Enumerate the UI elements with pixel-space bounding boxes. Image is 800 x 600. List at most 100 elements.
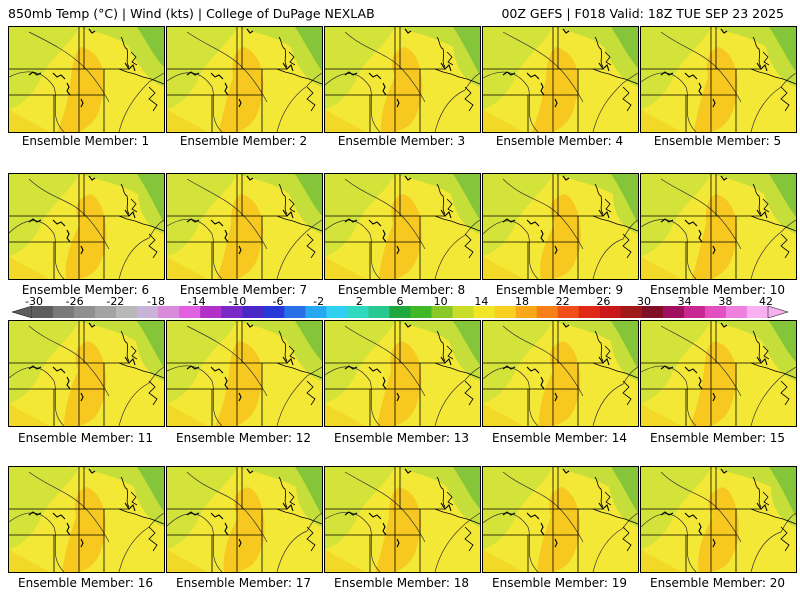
colorbar-swatch (746, 306, 769, 318)
colorbar-max-arrow (767, 306, 788, 318)
ensemble-member-label: Ensemble Member: 6 (21, 283, 150, 297)
ensemble-member-label: Ensemble Member: 2 (179, 134, 308, 148)
ensemble-panel (324, 26, 481, 133)
colorbar-swatch (221, 306, 243, 318)
colorbar-swatch (599, 306, 622, 318)
colorbar-swatch (74, 306, 96, 318)
ensemble-panel (166, 320, 323, 427)
ensemble-panel (324, 173, 481, 280)
colorbar-tick-label: 10 (433, 295, 448, 308)
ensemble-member-label: Ensemble Member: 12 (176, 431, 311, 445)
ensemble-panel (166, 466, 323, 573)
temperature-map (325, 174, 480, 279)
temperature-map (641, 174, 796, 279)
colorbar-tick-label: -22 (106, 295, 125, 308)
colorbar-tick-label: 30 (637, 295, 651, 308)
colorbar-swatch (284, 306, 306, 318)
colorbar-swatch (683, 306, 706, 318)
temperature-map (641, 27, 796, 132)
ensemble-member-label: Ensemble Member: 15 (650, 431, 785, 445)
ensemble-member-label: Ensemble Member: 8 (337, 283, 466, 297)
colorbar-swatch (410, 306, 432, 318)
colorbar-tick-label: 2 (355, 295, 363, 308)
temperature-map (167, 27, 322, 132)
ensemble-member-label: Ensemble Member: 1 (21, 134, 150, 148)
ensemble-member-label: Ensemble Member: 5 (653, 134, 782, 148)
colorbar-swatch (536, 306, 559, 318)
temperature-map (9, 321, 164, 426)
colorbar-tick-label: 26 (596, 295, 611, 308)
colorbar-swatch (179, 306, 201, 318)
temperature-map (641, 321, 796, 426)
colorbar-swatch (389, 306, 411, 318)
ensemble-panel (482, 320, 639, 427)
colorbar-tick-label: -10 (228, 295, 247, 308)
colorbar-swatch (431, 306, 453, 318)
colorbar-swatch (578, 306, 601, 318)
colorbar-swatch (641, 306, 664, 318)
temperature-colorbar (12, 306, 788, 318)
ensemble-member-label: Ensemble Member: 14 (492, 431, 627, 445)
colorbar-swatch (305, 306, 327, 318)
colorbar-swatch (662, 306, 685, 318)
colorbar-swatch (326, 306, 348, 318)
ensemble-panel (166, 173, 323, 280)
temperature-map (325, 321, 480, 426)
temperature-map (483, 321, 638, 426)
temperature-map (325, 27, 480, 132)
colorbar-swatch (473, 306, 495, 318)
ensemble-panel (482, 26, 639, 133)
colorbar-tick-label: -26 (65, 295, 84, 308)
colorbar-swatch (95, 306, 117, 318)
colorbar-swatch (515, 306, 537, 318)
ensemble-panel (8, 173, 165, 280)
temperature-map (9, 174, 164, 279)
colorbar-tick-label: -2 (313, 295, 325, 308)
temperature-map (167, 174, 322, 279)
ensemble-panel (324, 320, 481, 427)
colorbar-swatch (725, 306, 748, 318)
temperature-map (483, 27, 638, 132)
ensemble-member-label: Ensemble Member: 16 (18, 576, 153, 590)
colorbar-swatch (116, 306, 138, 318)
colorbar-swatch (158, 306, 180, 318)
colorbar-tick-label: -6 (272, 295, 284, 308)
ensemble-member-label: Ensemble Member: 13 (334, 431, 469, 445)
colorbar-tick-label: 14 (474, 295, 489, 308)
ensemble-panel (166, 26, 323, 133)
colorbar-tick-label: -18 (147, 295, 165, 308)
ensemble-panel (8, 320, 165, 427)
chart-title: 850mb Temp (°C) | Wind (kts) | College o… (8, 6, 375, 21)
ensemble-panel (482, 173, 639, 280)
ensemble-member-label: Ensemble Member: 11 (18, 431, 153, 445)
colorbar-tick-label: 34 (677, 295, 692, 308)
colorbar-swatch (494, 306, 516, 318)
ensemble-panel (8, 26, 165, 133)
ensemble-member-label: Ensemble Member: 3 (337, 134, 466, 148)
colorbar-swatch (263, 306, 285, 318)
colorbar-tick-label: 38 (718, 295, 733, 308)
colorbar-tick-label: 42 (759, 295, 773, 308)
colorbar-swatch (368, 306, 390, 318)
colorbar-tick-label: -30 (25, 295, 43, 308)
colorbar-swatch (557, 306, 580, 318)
colorbar-swatch (137, 306, 159, 318)
ensemble-panel (640, 466, 797, 573)
temperature-map (167, 321, 322, 426)
temperature-map (483, 467, 638, 572)
ensemble-member-label: Ensemble Member: 20 (650, 576, 785, 590)
colorbar-swatch (704, 306, 727, 318)
colorbar-swatch (200, 306, 222, 318)
ensemble-panel (8, 466, 165, 573)
colorbar-swatch (242, 306, 264, 318)
ensemble-panel (640, 173, 797, 280)
colorbar-swatch (53, 306, 75, 318)
ensemble-member-label: Ensemble Member: 18 (334, 576, 469, 590)
temperature-map (9, 27, 164, 132)
colorbar-swatch (452, 306, 474, 318)
ensemble-member-label: Ensemble Member: 10 (650, 283, 785, 297)
temperature-map (483, 174, 638, 279)
ensemble-member-label: Ensemble Member: 17 (176, 576, 311, 590)
ensemble-panel (640, 26, 797, 133)
ensemble-member-label: Ensemble Member: 19 (492, 576, 627, 590)
